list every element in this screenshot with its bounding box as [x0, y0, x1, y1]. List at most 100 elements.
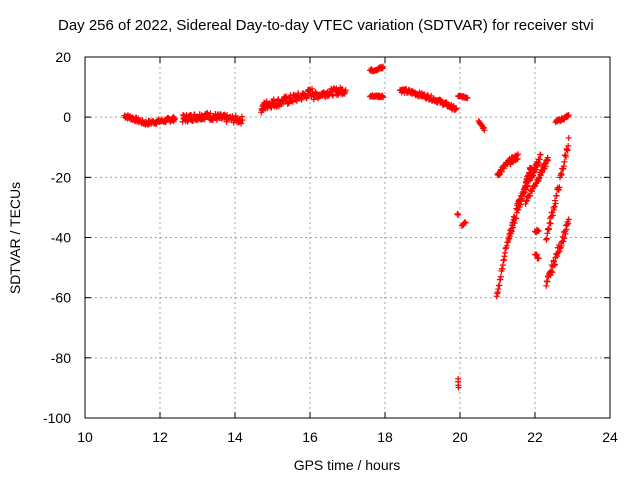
- x-tick-labels: 10 12 14 16 18 20 22 24: [77, 429, 618, 445]
- data-point: [207, 110, 214, 117]
- data-points: [121, 63, 572, 391]
- x-tick-label: 14: [227, 429, 243, 445]
- point-series-20: [543, 216, 572, 289]
- data-point: [529, 188, 536, 195]
- data-point: [329, 92, 336, 99]
- y-tick-label: 20: [55, 49, 71, 65]
- data-point: [551, 203, 558, 210]
- point-series-19: [543, 134, 572, 243]
- data-point: [563, 153, 570, 160]
- x-tick-label: 20: [452, 429, 468, 445]
- data-point: [527, 192, 534, 199]
- data-point: [455, 211, 462, 218]
- y-tick-labels: -100 -80 -60 -40 -20 0 20: [43, 49, 71, 426]
- data-point: [545, 226, 552, 233]
- data-point: [462, 219, 469, 226]
- data-point: [537, 151, 544, 158]
- data-point: [172, 115, 178, 122]
- x-tick-label: 16: [302, 429, 318, 445]
- data-point: [535, 227, 542, 234]
- data-point: [539, 169, 546, 176]
- data-point: [179, 118, 186, 125]
- data-point: [531, 183, 538, 190]
- data-point: [496, 282, 503, 289]
- data-point: [549, 212, 556, 219]
- data-point: [554, 253, 561, 260]
- data-point: [342, 87, 349, 94]
- data-point: [380, 94, 387, 101]
- data-point: [515, 197, 522, 204]
- data-point: [526, 177, 533, 184]
- data-point: [508, 228, 515, 235]
- point-series-13: [493, 213, 518, 300]
- y-tick-label: -40: [51, 230, 71, 246]
- point-series-10: [458, 219, 469, 229]
- data-point: [238, 120, 245, 127]
- data-point: [547, 220, 554, 227]
- data-point: [545, 157, 552, 164]
- data-point: [549, 269, 556, 276]
- y-tick-label: -80: [51, 350, 71, 366]
- data-point: [517, 198, 524, 205]
- data-point: [238, 113, 245, 120]
- point-series-16: [522, 154, 552, 207]
- y-tick-label: -20: [51, 169, 71, 185]
- data-point: [548, 268, 555, 275]
- data-point: [515, 151, 522, 158]
- point-series-2: [258, 85, 317, 116]
- data-point: [481, 127, 488, 134]
- point-series-11: [455, 375, 462, 391]
- data-point: [561, 235, 568, 242]
- data-point: [542, 163, 549, 170]
- point-series-9: [454, 210, 462, 218]
- data-point: [565, 112, 572, 119]
- data-point: [511, 220, 518, 227]
- point-series-21: [552, 112, 572, 126]
- data-point: [505, 235, 512, 242]
- x-tick-label: 18: [377, 429, 393, 445]
- data-point: [562, 230, 569, 237]
- point-series-7: [455, 92, 471, 101]
- data-point: [532, 166, 539, 173]
- y-tick-label: -60: [51, 290, 71, 306]
- data-point: [528, 165, 535, 172]
- data-point: [521, 189, 528, 196]
- x-tick-label: 24: [602, 429, 618, 445]
- point-series-3: [310, 84, 349, 103]
- point-series-6: [397, 86, 460, 114]
- data-point: [552, 261, 559, 268]
- data-point: [560, 238, 567, 245]
- data-point: [553, 192, 560, 199]
- plot-frame: [84, 56, 611, 419]
- point-series-1: [179, 109, 246, 127]
- data-point: [513, 215, 520, 222]
- y-axis-label: SDTVAR / TECUs: [7, 182, 23, 294]
- point-series-18: [532, 251, 542, 262]
- point-series-5: [367, 92, 387, 101]
- data-point: [497, 273, 504, 280]
- data-point: [535, 255, 542, 262]
- data-point: [268, 104, 275, 111]
- data-point: [380, 63, 387, 70]
- chart-title: Day 256 of 2022, Sidereal Day-to-day VTE…: [58, 17, 594, 34]
- data-point: [552, 200, 559, 207]
- x-tick-label: 12: [152, 429, 168, 445]
- grid-lines: [85, 57, 610, 418]
- x-axis-label: GPS time / hours: [294, 457, 401, 473]
- data-point: [239, 117, 246, 124]
- data-point: [565, 134, 572, 141]
- data-point: [510, 224, 517, 231]
- point-series-15: [513, 151, 544, 212]
- data-point: [524, 183, 531, 190]
- point-series-4: [367, 63, 387, 75]
- point-series-8: [475, 117, 488, 134]
- data-point: [565, 142, 572, 149]
- data-point: [558, 171, 565, 178]
- data-point: [455, 384, 462, 391]
- point-series-0: [121, 112, 178, 128]
- data-point: [533, 251, 540, 258]
- data-point: [556, 184, 563, 191]
- x-tick-label: 22: [527, 429, 543, 445]
- data-point: [523, 198, 530, 205]
- point-series-12: [494, 151, 522, 179]
